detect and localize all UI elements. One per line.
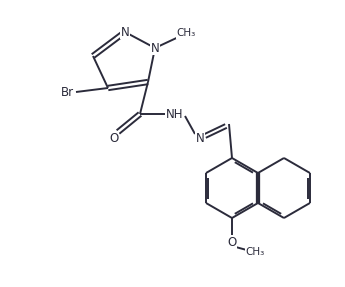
- Text: N: N: [196, 133, 204, 146]
- Text: N: N: [151, 42, 159, 55]
- Text: CH₃: CH₃: [176, 28, 196, 38]
- Text: O: O: [227, 236, 237, 249]
- Text: NH: NH: [166, 108, 184, 121]
- Text: N: N: [121, 26, 129, 38]
- Text: CH₃: CH₃: [245, 247, 265, 257]
- Text: Br: Br: [60, 86, 73, 98]
- Text: O: O: [109, 131, 119, 144]
